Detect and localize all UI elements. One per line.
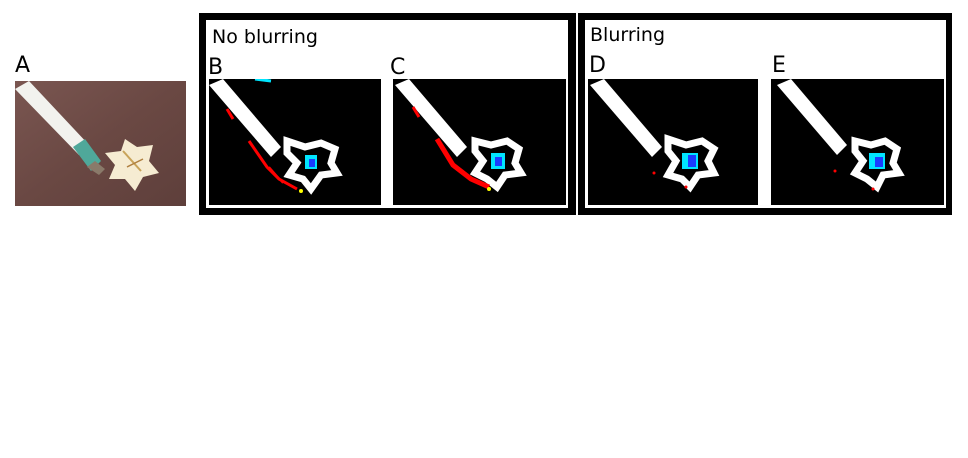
panel-a-photo — [15, 81, 186, 206]
panel-e-image — [771, 79, 944, 205]
no-blurring-title: No blurring — [212, 26, 318, 48]
blurring-title: Blurring — [590, 24, 666, 46]
panel-b-label: B — [208, 55, 224, 80]
panel-d-image — [588, 79, 758, 205]
blurring-header — [585, 20, 946, 79]
panel-e-label: E — [772, 53, 786, 78]
panel-a-label: A — [15, 53, 31, 78]
panel-b-image — [209, 79, 381, 205]
panel-d-label: D — [589, 53, 606, 78]
no-blurring-header — [206, 20, 568, 79]
panel-c-image — [393, 79, 566, 205]
panel-c-label: C — [390, 55, 406, 80]
